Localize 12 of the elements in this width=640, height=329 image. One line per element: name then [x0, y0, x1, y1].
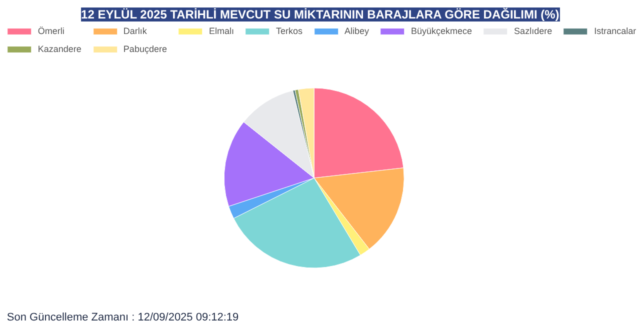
- legend-label: Sazlıdere: [514, 26, 552, 36]
- legend-label: Darlık: [123, 26, 147, 36]
- legend-label: Pabuçdere: [123, 44, 167, 54]
- legend-label: Alibey: [344, 26, 370, 36]
- chart-title: 12 EYLÜL 2025 TARİHLİ MEVCUT SU MİKTARININ BARAJLARA GÖRE DAĞILIMI (%): [81, 8, 560, 22]
- legend-label: Elmalı: [208, 26, 234, 36]
- legend-label: Kazandere: [38, 44, 82, 54]
- legend-label: Istrancalar: [594, 26, 636, 36]
- legend-label: Terkos: [276, 26, 303, 36]
- text: Son Güncelleme Zamanı : 12/09/2025 09:12:19: [6, 311, 239, 324]
- legend-label: Ömerli: [38, 26, 64, 36]
- legend-label: Büyükçekmece: [411, 26, 472, 36]
